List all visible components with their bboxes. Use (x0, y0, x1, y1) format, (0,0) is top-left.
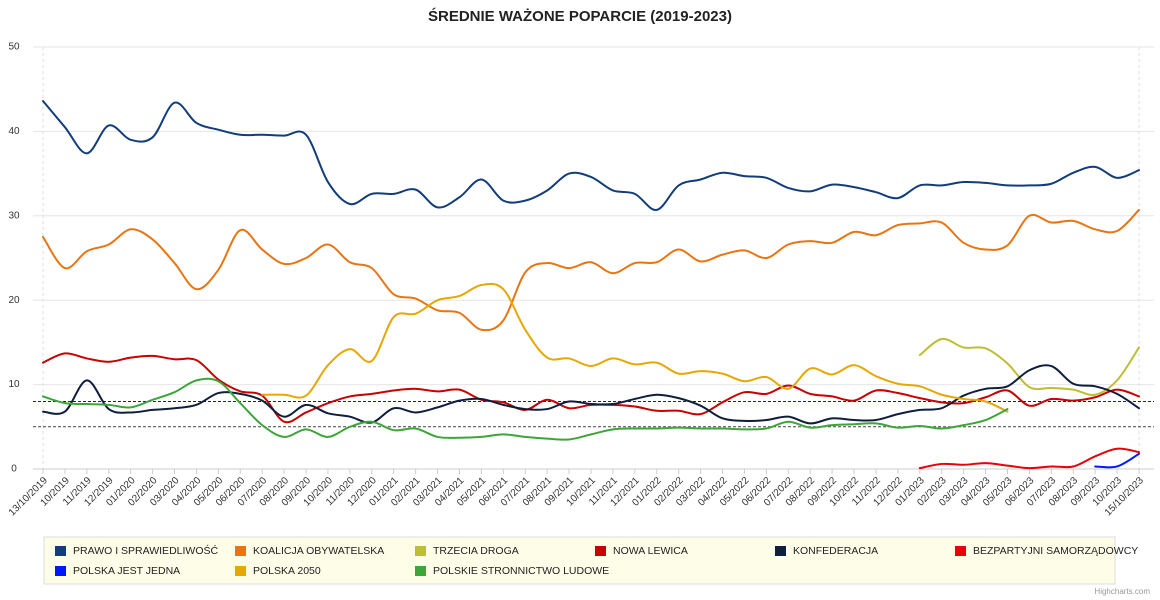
legend-swatch (415, 546, 426, 556)
series-line (261, 282, 1009, 413)
legend-swatch (595, 546, 606, 556)
legend-label[interactable]: KOALICJA OBYWATELSKA (253, 545, 384, 557)
legend-box (43, 536, 1116, 585)
legend-label[interactable]: NOWA LEWICA (613, 545, 688, 557)
legend-swatch (55, 566, 66, 576)
series-line (42, 208, 1140, 332)
chart-title: ŚREDNIE WAŻONE POPARCIE (2019-2023) (428, 7, 732, 25)
y-tick-label: 50 (8, 42, 20, 53)
series-line (42, 364, 1140, 425)
y-tick-label: 40 (8, 126, 20, 137)
legend-label[interactable]: KONFEDERACJA (793, 545, 878, 557)
legend-swatch (775, 546, 786, 556)
legend-swatch (55, 546, 66, 556)
y-tick-label: 0 (11, 464, 17, 475)
legend-label[interactable]: TRZECIA DROGA (433, 545, 519, 557)
y-tick-label: 20 (8, 295, 20, 306)
series-line (918, 337, 1140, 396)
series-line (42, 100, 1140, 211)
legend-swatch (955, 546, 966, 556)
series-line (42, 352, 1140, 424)
series-line (42, 377, 1009, 441)
series-line (1094, 452, 1140, 469)
legend-label[interactable]: BEZPARTYJNI SAMORZĄDOWCY (973, 545, 1138, 557)
legend-label[interactable]: PRAWO I SPRAWIEDLIWOŚĆ (73, 544, 218, 557)
y-tick-label: 30 (8, 210, 20, 221)
y-tick-label: 10 (8, 379, 20, 390)
credit: Highcharts.com (1094, 587, 1150, 596)
legend-label[interactable]: POLSKA 2050 (253, 565, 321, 577)
legend-label[interactable]: POLSKIE STRONNICTWO LUDOWE (433, 565, 609, 577)
legend-swatch (235, 566, 246, 576)
series-line (918, 447, 1140, 470)
legend-label[interactable]: POLSKA JEST JEDNA (73, 565, 180, 577)
legend-swatch (235, 546, 246, 556)
legend-swatch (415, 566, 426, 576)
